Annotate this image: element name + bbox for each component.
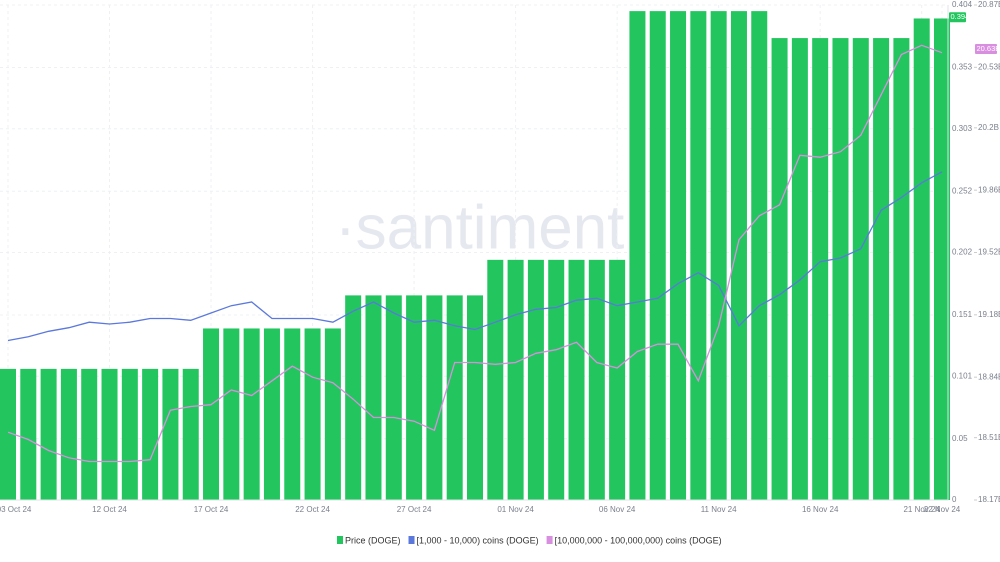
legend-label: Price (DOGE) bbox=[345, 535, 401, 545]
x-tick-label: 21 Nov 24 bbox=[903, 505, 940, 514]
bar bbox=[182, 368, 199, 500]
bar bbox=[913, 18, 930, 500]
y2-tick-label: 18.51B bbox=[978, 433, 1000, 442]
bar bbox=[791, 38, 808, 500]
bar bbox=[852, 38, 869, 500]
bar bbox=[324, 328, 341, 500]
bar bbox=[771, 38, 788, 500]
bar bbox=[426, 295, 443, 500]
bar bbox=[730, 11, 747, 500]
bar bbox=[710, 11, 727, 500]
bar bbox=[568, 259, 585, 500]
y2-tick-label: 20.2B bbox=[978, 123, 999, 132]
value-badge-label: 0.394 bbox=[951, 12, 970, 21]
x-tick-label: 22 Oct 24 bbox=[295, 505, 330, 514]
bar bbox=[832, 38, 849, 500]
bar bbox=[304, 328, 321, 500]
bars bbox=[0, 11, 950, 500]
y2-tick-label: 19.18B bbox=[978, 310, 1000, 319]
y-tick-label: 0.404 bbox=[952, 0, 973, 9]
bar bbox=[385, 295, 402, 500]
y-tick-label: 0.303 bbox=[952, 124, 973, 133]
x-tick-label: 01 Nov 24 bbox=[497, 505, 534, 514]
line bbox=[7, 44, 943, 463]
x-tick-label: 16 Nov 24 bbox=[802, 505, 839, 514]
legend-swatch bbox=[546, 536, 553, 544]
bar bbox=[121, 368, 138, 500]
lines bbox=[7, 44, 943, 463]
bar bbox=[588, 259, 605, 500]
bar bbox=[527, 259, 544, 500]
y2-tick-label: 18.84B bbox=[978, 372, 1000, 381]
y-tick-label: 0.353 bbox=[952, 63, 973, 72]
y-tick-label: 0.151 bbox=[952, 310, 973, 319]
watermark: ·santiment· bbox=[335, 193, 645, 262]
bar bbox=[934, 18, 950, 500]
y-tick-label: 0 bbox=[952, 495, 957, 504]
legend-label: [1,000 - 10,000) coins (DOGE) bbox=[417, 535, 539, 545]
bar bbox=[649, 11, 666, 500]
line bbox=[7, 171, 943, 342]
bar bbox=[142, 368, 159, 500]
bar bbox=[609, 259, 626, 500]
y2-tick-label: 20.53B bbox=[978, 62, 1000, 71]
bar bbox=[873, 38, 890, 500]
bar bbox=[0, 368, 16, 500]
x-tick-label: 06 Nov 24 bbox=[599, 505, 636, 514]
bar bbox=[263, 328, 280, 500]
y2-tick-label: 20.87B bbox=[978, 0, 1000, 9]
bar bbox=[365, 295, 382, 500]
bar bbox=[406, 295, 423, 500]
bar bbox=[487, 259, 504, 500]
bar bbox=[467, 295, 483, 500]
y-tick-label: 0.252 bbox=[952, 186, 973, 195]
bar bbox=[243, 328, 260, 500]
bar bbox=[670, 11, 687, 500]
bar bbox=[446, 295, 463, 500]
value-badge-label: 20.63B bbox=[977, 44, 1000, 53]
bar bbox=[629, 11, 646, 500]
bar bbox=[40, 368, 57, 500]
x-tick-label: 27 Oct 24 bbox=[397, 505, 432, 514]
bar bbox=[507, 259, 524, 500]
bar bbox=[751, 11, 768, 500]
legend: Price (DOGE) [1,000 - 10,000) coins (DOGE… bbox=[337, 535, 722, 545]
bar bbox=[284, 328, 301, 500]
bar bbox=[223, 328, 240, 500]
value-badge bbox=[949, 12, 966, 23]
bar bbox=[690, 11, 707, 500]
bar bbox=[893, 38, 910, 500]
x-tick-label: 17 Oct 24 bbox=[194, 505, 229, 514]
y2-tick-label: 19.52B bbox=[978, 248, 1000, 257]
bar bbox=[548, 259, 565, 500]
bar bbox=[345, 295, 362, 500]
bar bbox=[812, 38, 829, 500]
bar bbox=[101, 368, 118, 500]
bar bbox=[81, 368, 98, 500]
y2-tick-label: 18.17B bbox=[978, 495, 1000, 504]
bar bbox=[162, 368, 179, 500]
y2-tick-label: 19.86B bbox=[978, 185, 1000, 194]
y-tick-label: 0.05 bbox=[952, 434, 968, 443]
legend-swatch bbox=[408, 536, 415, 544]
y-tick-label: 0.202 bbox=[952, 248, 973, 257]
legend-swatch bbox=[337, 536, 343, 544]
y-tick-label: 0.101 bbox=[952, 371, 973, 380]
x-tick-label: 03 Oct 24 bbox=[0, 505, 32, 514]
axes: 0 0.05 0.101 0.151 0.202 0.252 0.303 0.353 0.404… bbox=[0, 0, 1000, 514]
bar bbox=[60, 368, 77, 500]
x-tick-label: 12 Oct 24 bbox=[92, 505, 127, 514]
value-badge bbox=[975, 44, 997, 54]
x-tick-label: 22 Nov 24 bbox=[924, 505, 961, 514]
x-tick-label: 11 Nov 24 bbox=[701, 505, 737, 514]
bar bbox=[203, 328, 220, 500]
bar bbox=[20, 368, 37, 500]
legend-label: [10,000,000 - 100,000,000) coins (DOGE) bbox=[555, 535, 722, 545]
